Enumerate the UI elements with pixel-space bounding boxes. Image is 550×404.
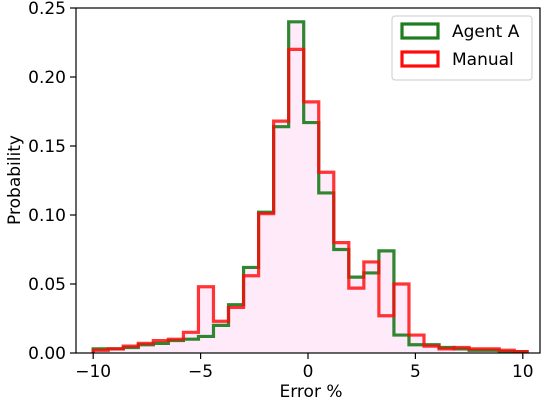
y-axis-label: Probability xyxy=(5,135,25,225)
background-bar xyxy=(213,321,229,353)
background-bar xyxy=(303,101,319,353)
background-bar xyxy=(243,267,259,353)
x-tick-label: 0 xyxy=(303,362,314,382)
x-tick-label: −5 xyxy=(188,362,213,382)
y-tick-label: 0.10 xyxy=(28,206,66,226)
background-bar xyxy=(378,250,394,353)
y-tick-label: 0.00 xyxy=(28,344,66,364)
background-bar xyxy=(273,121,289,353)
background-bar xyxy=(363,261,379,353)
background-bar xyxy=(333,242,349,353)
y-tick-label: 0.15 xyxy=(28,137,66,157)
histogram-bars xyxy=(91,20,529,354)
background-bar xyxy=(393,284,409,353)
background-bar xyxy=(108,348,124,353)
background-bar xyxy=(228,304,244,353)
legend-label: Manual xyxy=(452,50,514,70)
series-step-manual xyxy=(91,47,529,354)
y-tick-label: 0.05 xyxy=(28,275,66,295)
background-bar xyxy=(138,343,154,353)
x-tick-label: 10 xyxy=(512,362,534,382)
background-bar xyxy=(424,344,440,353)
legend-box xyxy=(391,15,533,81)
background-bar xyxy=(123,346,139,353)
x-tick-label: −10 xyxy=(75,362,111,382)
background-bar xyxy=(348,277,364,353)
y-tick-label: 0.20 xyxy=(28,68,66,88)
legend-swatch xyxy=(400,50,440,68)
legend-label: Agent A xyxy=(452,22,520,42)
legend-swatch xyxy=(400,22,440,40)
background-bar xyxy=(288,21,304,354)
axis-ticks: −10 −5 0 5 10 0.00 0.05 0.10 0.15 0.20 0.25 xyxy=(28,0,533,382)
background-bar xyxy=(318,172,334,353)
background-bar xyxy=(168,339,184,353)
background-bar xyxy=(258,212,274,353)
y-tick-label: 0.25 xyxy=(28,0,66,19)
x-axis-label: Error % xyxy=(280,382,343,402)
x-tick-label: 5 xyxy=(410,362,421,382)
background-bar xyxy=(198,286,214,353)
background-bar xyxy=(183,332,199,353)
legend: Agent A Manual xyxy=(391,15,533,81)
